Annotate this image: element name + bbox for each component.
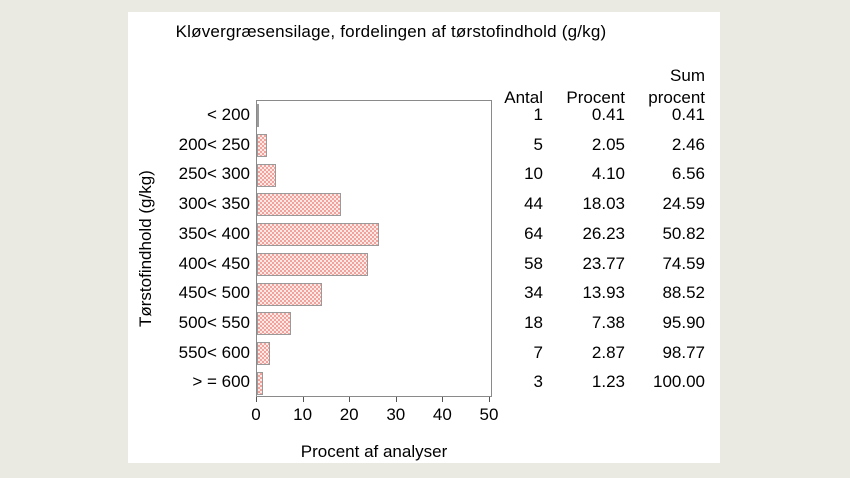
table-cell-antal: 7 xyxy=(533,342,543,362)
table-cell-antal: 3 xyxy=(533,372,543,392)
y-axis-label: 400< 450 xyxy=(178,253,250,273)
y-axis-label: > = 600 xyxy=(192,372,250,392)
x-axis-tick-label: 10 xyxy=(293,405,313,424)
y-axis-label: 300< 350 xyxy=(178,194,250,214)
bar xyxy=(257,193,342,217)
y-axis-label: 500< 550 xyxy=(178,312,250,332)
table-cell-sum-procent: 24.59 xyxy=(662,194,705,214)
y-axis-label: 450< 500 xyxy=(178,283,250,303)
table-cell-procent: 13.93 xyxy=(582,283,625,303)
table-header-sum-line2: procent xyxy=(648,88,705,107)
table-cell-sum-procent: 100.00 xyxy=(653,372,705,392)
bar xyxy=(257,371,263,395)
x-axis-tick-label: 30 xyxy=(386,405,406,424)
table-cell-antal: 34 xyxy=(524,283,543,303)
bar xyxy=(257,341,271,365)
x-axis-tick xyxy=(302,397,304,402)
x-axis-tick-label: 0 xyxy=(251,405,261,424)
x-axis-tick-label: 40 xyxy=(432,405,452,424)
bar xyxy=(257,312,292,336)
table-cell-procent: 7.38 xyxy=(591,312,625,332)
table-cell-antal: 10 xyxy=(524,164,543,184)
table-header-procent: Procent xyxy=(566,88,625,107)
x-axis-title: Procent af analyser xyxy=(300,442,448,461)
table-cell-sum-procent: 6.56 xyxy=(671,164,705,184)
bar xyxy=(257,282,322,306)
table-cell-procent: 2.87 xyxy=(591,342,625,362)
table-cell-procent: 4.10 xyxy=(591,164,625,184)
table-cell-antal: 64 xyxy=(524,223,543,243)
bar xyxy=(257,104,259,128)
table-cell-sum-procent: 2.46 xyxy=(671,134,705,154)
table-cell-antal: 44 xyxy=(524,194,543,214)
table-cell-sum-procent: 95.90 xyxy=(662,312,705,332)
table-cell-procent: 23.77 xyxy=(582,253,625,273)
table-cell-procent: 18.03 xyxy=(582,194,625,214)
x-axis-tick-label: 50 xyxy=(479,405,499,424)
table-cell-procent: 0.41 xyxy=(591,105,625,124)
table-cell-sum-procent: 50.82 xyxy=(662,223,705,243)
table-cell-sum-procent: 0.41 xyxy=(671,105,705,124)
table-cell-antal: 58 xyxy=(524,253,543,273)
y-axis-label: 250< 300 xyxy=(178,164,250,184)
table-header-sum-line1: Sum xyxy=(670,66,705,85)
table-cell-antal: 18 xyxy=(524,312,543,332)
x-axis-tick xyxy=(395,397,397,402)
table-cell-sum-procent: 74.59 xyxy=(662,253,705,273)
x-axis-tick-label: 20 xyxy=(339,405,359,424)
table-cell-procent: 2.05 xyxy=(591,134,625,154)
table-cell-antal: 5 xyxy=(533,134,543,154)
table-cell-antal: 1 xyxy=(533,105,543,124)
x-axis-tick xyxy=(349,397,351,402)
table-header-antal: Antal xyxy=(504,88,543,107)
table-cell-sum-procent: 98.77 xyxy=(662,342,705,362)
x-axis-tick xyxy=(489,397,490,402)
y-axis-label: < 200 xyxy=(206,105,250,124)
bar xyxy=(257,223,380,247)
bar xyxy=(257,163,277,187)
bar xyxy=(257,252,368,276)
bar xyxy=(257,134,267,158)
y-axis-label: 200< 250 xyxy=(178,134,250,154)
plot-area xyxy=(256,100,492,397)
chart-panel: Kløvergræsensilage, fordelingen af tørst… xyxy=(128,12,720,463)
y-axis-label: 350< 400 xyxy=(178,223,250,243)
chart-title: Kløvergræsensilage, fordelingen af tørst… xyxy=(175,22,607,41)
table-cell-procent: 1.23 xyxy=(591,372,625,392)
x-axis-tick xyxy=(256,397,257,402)
table-cell-sum-procent: 88.52 xyxy=(662,283,705,303)
table-cell-procent: 26.23 xyxy=(582,223,625,243)
y-axis-label: 550< 600 xyxy=(178,342,250,362)
x-axis-tick xyxy=(442,397,444,402)
